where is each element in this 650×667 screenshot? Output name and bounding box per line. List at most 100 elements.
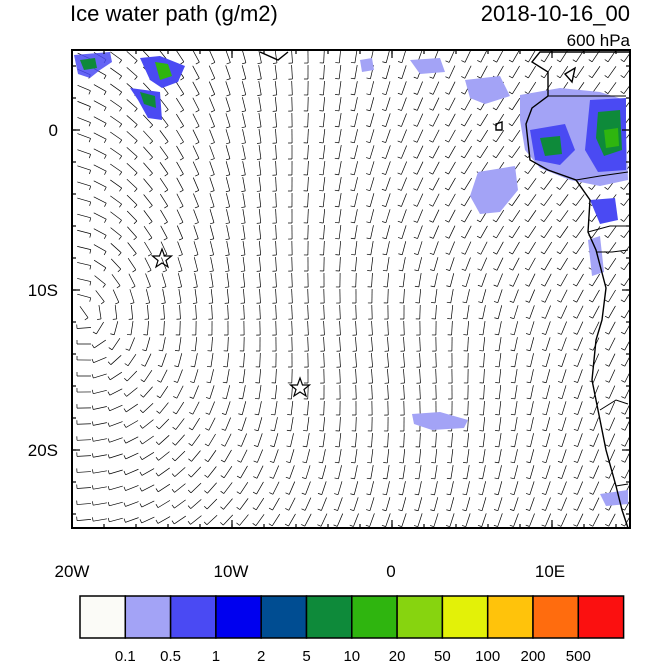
wind-barb: [592, 481, 600, 495]
wind-barb: [208, 81, 216, 95]
wind-barb: [274, 96, 278, 112]
wind-barb: [403, 384, 405, 400]
wind-barb: [369, 209, 375, 223]
wind-barb: [226, 209, 230, 223]
wind-barb-flag: [526, 461, 531, 464]
wind-barb-flag: [92, 453, 94, 458]
wind-barb-flag: [180, 109, 184, 113]
wind-barb-flag: [92, 517, 94, 522]
wind-barb-flag: [188, 458, 192, 462]
wind-barb-flag: [524, 267, 529, 271]
wind-barb-flag: [541, 332, 546, 335]
wind-barb: [480, 241, 488, 255]
wind-barb-flag: [589, 492, 594, 495]
wind-barb: [258, 161, 262, 175]
wind-barb: [194, 353, 198, 367]
wind-barb-flag: [107, 438, 110, 443]
wind-barb-flag: [269, 492, 274, 495]
wind-barb-flag: [460, 219, 465, 223]
wind-barb-flag: [397, 77, 402, 79]
wind-barb: [109, 453, 123, 459]
wind-barb: [545, 321, 551, 335]
wind-barb: [338, 465, 342, 479]
wind-barb-flag: [241, 206, 246, 208]
wind-barb: [208, 433, 216, 447]
wind-barb-flag: [541, 284, 545, 287]
wind-barb: [259, 352, 261, 368]
wind-barb-flag: [460, 155, 465, 159]
wind-barb: [175, 81, 185, 95]
wind-barb: [307, 176, 309, 192]
wind-barb-flag: [195, 109, 200, 113]
wind-barb: [275, 160, 277, 176]
wind-barb: [529, 321, 535, 335]
wind-barb-flag: [413, 188, 418, 191]
wind-barb: [77, 213, 91, 219]
wind-barb: [545, 465, 551, 479]
wind-barb-flag: [238, 413, 243, 416]
wind-barb-flag: [477, 268, 482, 271]
wind-barb-flag: [510, 493, 515, 496]
colorbar-label: 0.1: [114, 648, 136, 665]
wind-barb: [623, 260, 630, 270]
wind-barb: [592, 289, 600, 303]
wind-barb: [110, 115, 122, 125]
wind-barb-flag: [414, 269, 419, 272]
wind-barb-flag: [495, 430, 500, 432]
wind-barb: [145, 337, 151, 351]
wind-barb-flag: [177, 302, 182, 304]
wind-barb: [419, 384, 421, 400]
wind-barb-flag: [604, 186, 608, 190]
wind-barb-flag: [334, 189, 339, 192]
wind-barb: [608, 401, 616, 415]
wind-barb: [401, 193, 407, 207]
wind-barb-flag: [301, 492, 306, 495]
wind-barb: [514, 449, 518, 463]
wind-barb: [93, 212, 107, 220]
wind-barb: [242, 113, 246, 127]
wind-barb: [242, 241, 246, 255]
wind-barb-flag: [365, 524, 370, 527]
wind-barb-flag: [131, 285, 136, 289]
wind-barb: [481, 481, 487, 495]
wind-barb-flag: [494, 317, 499, 320]
wind-barb-flag: [399, 286, 404, 288]
wind-barb-flag: [149, 189, 153, 193]
wind-barb: [275, 224, 277, 240]
wind-barb-flag: [334, 461, 339, 464]
wind-barb: [194, 273, 198, 287]
wind-barb-flag: [604, 315, 609, 319]
wind-barb: [109, 421, 123, 427]
wind-barb: [608, 353, 616, 367]
wind-barb-flag: [188, 427, 193, 431]
wind-barb: [141, 452, 155, 460]
wind-barb-flag: [179, 173, 184, 177]
wind-barb: [93, 389, 107, 395]
wind-barb-flag: [508, 155, 513, 159]
colorbar-swatch: [441, 595, 489, 639]
wind-barb-flag: [588, 283, 593, 287]
wind-barb: [339, 336, 341, 352]
wind-barb: [126, 99, 138, 109]
wind-barb-flag: [92, 437, 94, 442]
wind-barb-flag: [103, 123, 107, 127]
wind-barb-flag: [89, 249, 92, 254]
wind-barb-flag: [125, 348, 130, 351]
wind-barb-flag: [220, 506, 224, 510]
wind-barb-flag: [398, 61, 403, 64]
wind-barb-flag: [195, 125, 200, 129]
wind-barb-flag: [118, 236, 122, 240]
wind-barb-flag: [156, 410, 160, 414]
wind-barb-flag: [91, 374, 94, 379]
wind-barb: [291, 304, 293, 320]
wind-barb: [528, 241, 536, 255]
wind-barb: [416, 145, 424, 159]
wind-barb: [77, 101, 91, 107]
wind-barb-flag: [509, 317, 515, 320]
wind-barb-flag: [494, 493, 499, 496]
wind-barb: [543, 194, 553, 206]
wind-barb-flag: [209, 286, 214, 288]
wind-barb: [322, 208, 326, 224]
wind-barb: [275, 192, 277, 208]
wind-barb-flag: [286, 429, 291, 432]
